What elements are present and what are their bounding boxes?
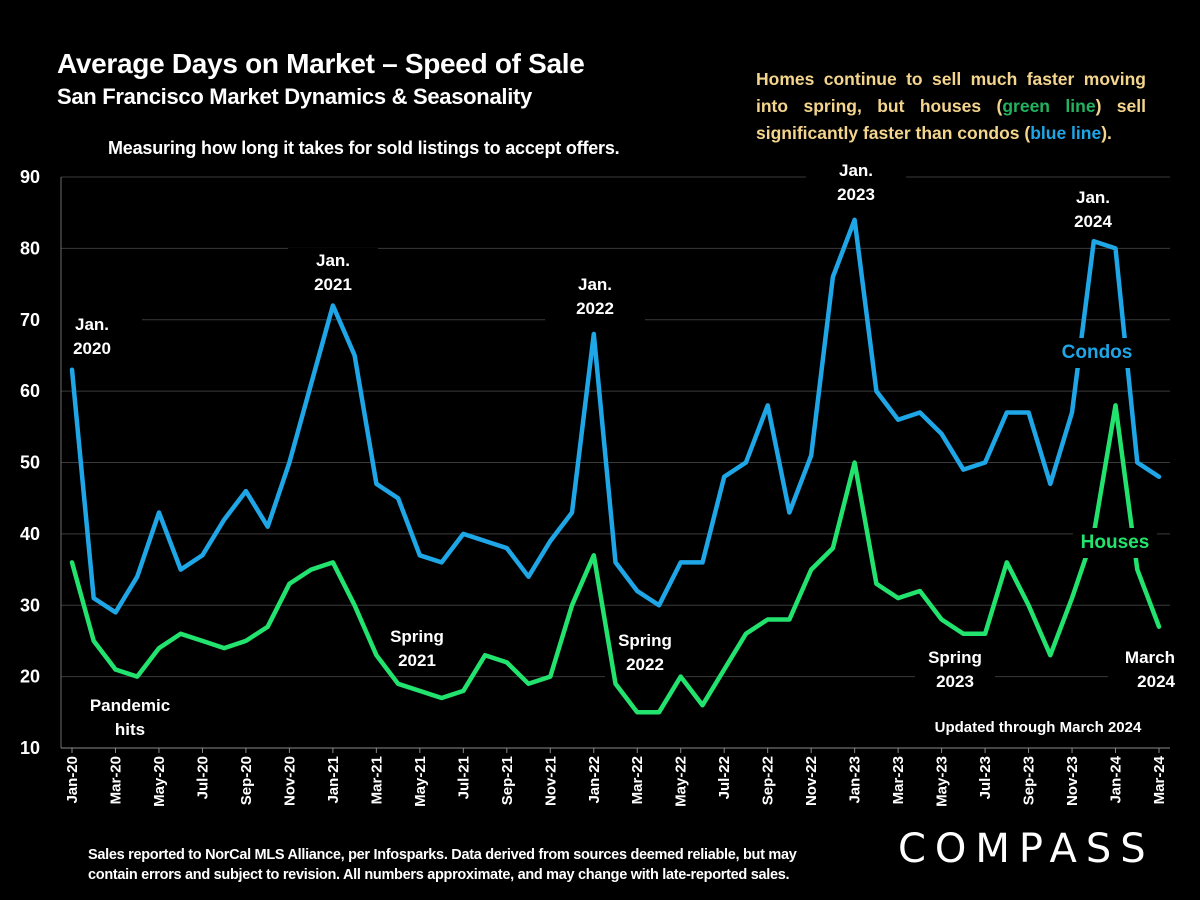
annotation-label: 2024 — [1137, 672, 1175, 691]
annotation-label: March — [1125, 648, 1175, 667]
axes — [60, 177, 1170, 753]
y-tick-label: 40 — [20, 524, 40, 544]
side-note-green: green line — [1002, 96, 1096, 116]
x-tick-label: May-21 — [412, 756, 429, 807]
annotation-label: Jan. — [316, 251, 350, 270]
x-tick-label: May-23 — [934, 756, 951, 807]
annotation-label: Jan. — [578, 275, 612, 294]
annotation-label: 2023 — [837, 185, 875, 204]
series-legend: Condos Houses — [1055, 338, 1157, 558]
x-tick-label: Jul-22 — [716, 756, 733, 799]
footnote-line-1: Sales reported to NorCal MLS Alliance, p… — [88, 847, 797, 863]
source-footnote: Sales reported to NorCal MLS Alliance, p… — [88, 845, 797, 885]
annotation-backdrop — [75, 693, 185, 745]
x-tick-label: Mar-24 — [1151, 755, 1168, 804]
chart-subtitle: San Francisco Market Dynamics & Seasonal… — [57, 84, 532, 109]
x-tick-label: Nov-21 — [542, 756, 559, 806]
annotation-label: 2021 — [398, 651, 436, 670]
y-tick-label: 70 — [20, 310, 40, 330]
series-line-houses — [69, 403, 1162, 715]
legend-label-houses: Houses — [1081, 532, 1150, 553]
y-tick-label: 80 — [20, 238, 40, 258]
y-tick-label: 10 — [20, 738, 40, 758]
y-tick-label: 60 — [20, 381, 40, 401]
annotation-label: Pandemic — [90, 696, 170, 715]
y-tick-label: 90 — [20, 167, 40, 187]
x-tick-label: May-22 — [673, 756, 690, 807]
annotation-backdrop — [918, 714, 1158, 743]
x-tick-label: Sep-21 — [499, 756, 516, 805]
chart-title: Average Days on Market – Speed of Sale — [57, 48, 585, 79]
annotation-label: 2021 — [314, 275, 352, 294]
x-tick-label: Jan-20 — [64, 756, 81, 804]
y-tick-label: 20 — [20, 667, 40, 687]
annotation-label: Jan. — [839, 161, 873, 180]
x-tick-label: May-20 — [151, 756, 168, 807]
x-tick-label: Jan-21 — [325, 756, 342, 804]
legend-backdrop — [1055, 338, 1139, 368]
x-tick-label: Jan-22 — [586, 756, 603, 804]
x-tick-label: Mar-22 — [629, 756, 646, 804]
x-tick-label: Jan-23 — [847, 756, 864, 804]
y-tick-labels: 10 20 30 40 50 60 70 80 90 — [20, 167, 40, 758]
x-tick-label: Mar-20 — [107, 756, 124, 804]
x-tick-label: Sep-20 — [238, 756, 255, 805]
x-tick-label: Mar-21 — [368, 756, 385, 804]
annotation-label: Jan. — [1076, 188, 1110, 207]
annotation-backdrop — [288, 248, 378, 300]
gridlines — [42, 158, 1188, 745]
annotation-label: hits — [115, 720, 145, 739]
x-tick-label: Nov-23 — [1064, 756, 1081, 806]
annotation-backdrop — [605, 628, 685, 680]
x-tick-label: Jan-24 — [1108, 755, 1125, 803]
footnote-line-2: contain errors and subject to revision. … — [88, 867, 790, 883]
annotation-backdrop — [806, 158, 906, 210]
x-tick-label: Jul-21 — [455, 756, 472, 799]
annotation-backdrop — [1108, 645, 1188, 697]
annotation-label: 2023 — [936, 672, 974, 691]
annotation-label: Updated through March 2024 — [935, 719, 1142, 736]
annotation-label: Spring — [390, 627, 444, 646]
side-note: Homes continue to sell much faster movin… — [756, 66, 1146, 147]
annotation-label: Spring — [618, 631, 672, 650]
legend-backdrop — [1073, 528, 1157, 558]
series-line-condos — [69, 217, 1162, 615]
x-tick-label: Jul-23 — [977, 756, 994, 799]
annotation-backdrop — [545, 272, 645, 324]
annotation-backdrop — [377, 624, 457, 676]
x-tick-label: Nov-22 — [803, 756, 820, 806]
annotation-label: 2022 — [576, 299, 614, 318]
annotation-label: 2022 — [626, 655, 664, 674]
x-tick-label: Mar-23 — [890, 756, 907, 804]
y-tick-label: 50 — [20, 453, 40, 473]
annotation-backdrop — [42, 312, 142, 364]
annotation-backdrop — [1048, 185, 1138, 237]
x-tick-label: Nov-20 — [281, 756, 298, 806]
annotations: Jan. 2020 Jan. 2021 Jan. 2022 Jan. 2023 Jan. 2024… — [73, 161, 1175, 739]
side-note-blue: blue line — [1030, 123, 1102, 143]
annotation-label: 2020 — [73, 339, 111, 358]
x-tick-label: Sep-22 — [760, 756, 777, 805]
annotation-label: 2024 — [1074, 212, 1112, 231]
x-tick-label: Sep-23 — [1021, 756, 1038, 805]
annotation-backdrop — [915, 645, 995, 697]
side-note-part2: ) sell significantly faster than condos … — [756, 96, 1146, 143]
side-note-part3: ). — [1101, 123, 1112, 143]
annotation-label: Spring — [928, 648, 982, 667]
legend-label-condos: Condos — [1062, 342, 1133, 363]
side-note-part1: Homes continue to sell much faster movin… — [756, 69, 1146, 116]
compass-logo: COMPASS — [898, 826, 1155, 872]
annotation-label: Jan. — [75, 315, 109, 334]
measure-note: Measuring how long it takes for sold lis… — [108, 138, 620, 158]
x-tick-labels: Jan-20 Mar-20 May-20 Jul-20 Sep-20 Nov-20 Jan-… — [64, 755, 1168, 807]
y-tick-label: 30 — [20, 595, 40, 615]
x-tick-label: Jul-20 — [194, 756, 211, 799]
